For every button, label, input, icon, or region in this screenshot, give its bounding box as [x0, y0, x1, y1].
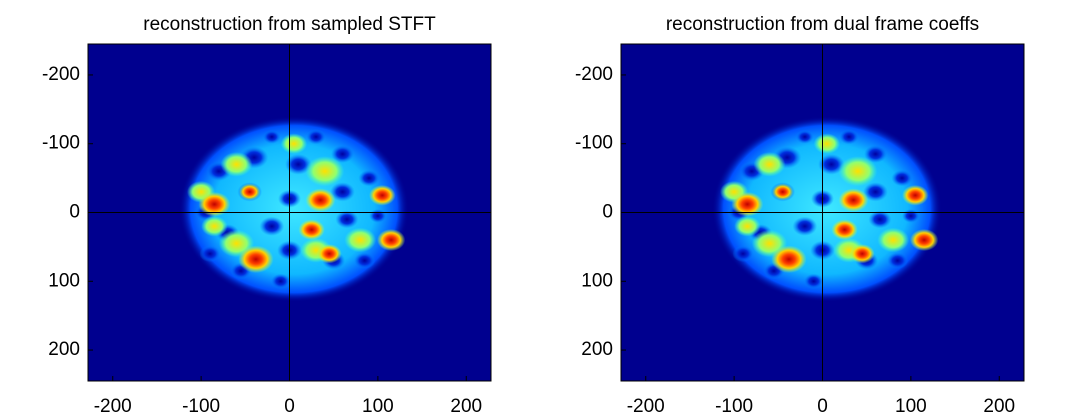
x-tick-label: -100 — [182, 396, 220, 417]
y-tick-label: 100 — [48, 270, 80, 291]
heatmap-image — [712, 116, 942, 302]
x-tick-label: -200 — [627, 396, 665, 417]
chart-title: reconstruction from sampled STFT — [143, 14, 436, 35]
x-tick-label: 0 — [284, 396, 295, 417]
heatmap — [88, 44, 491, 381]
x-tick-label: 100 — [362, 396, 394, 417]
y-tick-label: -100 — [42, 133, 80, 154]
x-tick-label: -100 — [715, 396, 753, 417]
y-tick-label: 0 — [602, 202, 613, 223]
y-tick-label: -100 — [575, 133, 613, 154]
heatmap-image — [179, 116, 409, 302]
y-tick-label: -200 — [575, 64, 613, 85]
heatmap — [621, 44, 1024, 381]
y-tick-label: 200 — [581, 339, 613, 360]
y-tick-label: 200 — [48, 339, 80, 360]
x-tick-label: 0 — [817, 396, 828, 417]
x-tick-label: 100 — [895, 396, 927, 417]
y-tick-label: 100 — [581, 270, 613, 291]
y-tick-label: -200 — [42, 64, 80, 85]
chart-title: reconstruction from dual frame coeffs — [666, 14, 979, 35]
x-tick-label: 200 — [983, 396, 1015, 417]
x-tick-label: 200 — [450, 396, 482, 417]
x-tick-label: -200 — [94, 396, 132, 417]
y-tick-label: 0 — [69, 202, 80, 223]
